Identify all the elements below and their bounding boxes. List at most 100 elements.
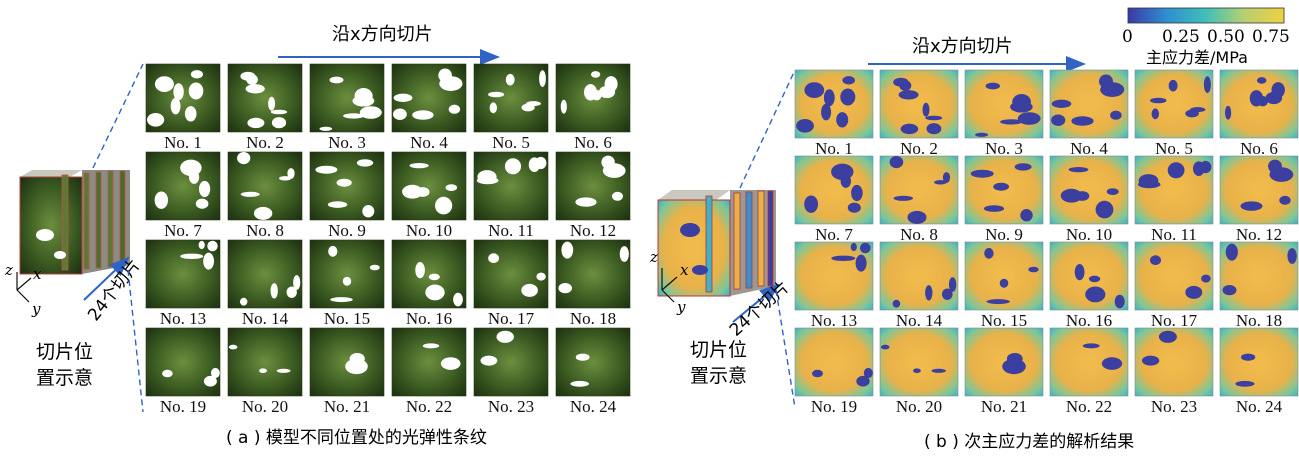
panel-b-arrow-label: 沿x方向切片 — [912, 36, 1013, 57]
panel-b-side-arrow — [732, 283, 780, 323]
tile-label-12: No. 12 — [570, 221, 616, 240]
tile-label-5: No. 5 — [492, 133, 530, 152]
tile-label-4: No. 4 — [410, 133, 448, 152]
tile-label-12: No. 12 — [1236, 225, 1282, 244]
tile-label-10: No. 10 — [406, 221, 452, 240]
tile-label-17: No. 17 — [1151, 311, 1198, 330]
tile-15: No. 15 — [309, 239, 385, 328]
tile-label-1: No. 1 — [815, 139, 853, 158]
panel-a-cube — [19, 170, 130, 275]
panel-a-axis-y: y — [31, 300, 41, 318]
tile-2: No. 2 — [879, 69, 959, 158]
panel-b-axes: z x y — [649, 248, 689, 316]
tile-label-20: No. 20 — [242, 397, 288, 416]
tile-16: No. 16 — [1049, 241, 1129, 330]
colorbar-tick-2: 0.50 — [1207, 27, 1245, 47]
tile-label-18: No. 18 — [570, 309, 616, 328]
tile-3: No. 3 — [309, 63, 385, 152]
colorbar-tick-1: 0.25 — [1162, 27, 1200, 47]
tile-label-11: No. 11 — [1151, 225, 1197, 244]
tile-9: No. 9 — [964, 155, 1044, 244]
tile-19: No. 19 — [794, 327, 874, 416]
tile-16: No. 16 — [391, 239, 467, 328]
tile-label-24: No. 24 — [1236, 397, 1283, 416]
tile-label-6: No. 6 — [574, 133, 612, 152]
tile-label-20: No. 20 — [896, 397, 942, 416]
tile-20: No. 20 — [227, 327, 303, 416]
tile-11: No. 11 — [473, 151, 549, 240]
tile-7: No. 7 — [794, 155, 874, 244]
colorbar-tick-0: 0 — [1122, 27, 1133, 47]
tile-label-14: No. 14 — [242, 309, 289, 328]
tile-4: No. 4 — [391, 63, 467, 152]
panel-b-axis-x: x — [680, 261, 689, 279]
tile-8: No. 8 — [879, 155, 959, 244]
tile-label-7: No. 7 — [815, 225, 853, 244]
tile-label-10: No. 10 — [1066, 225, 1112, 244]
tile-19: No. 19 — [145, 327, 221, 416]
panel-a-arrow-label: 沿x方向切片 — [332, 24, 433, 45]
panel-b-cube — [657, 190, 776, 297]
colorbar-label: 主应力差/MPa — [1146, 48, 1248, 67]
panel-b-caption: ( b ) 次主应力差的解析结果 — [924, 432, 1134, 452]
panel-b-cube-caption-1: 切片位 — [690, 339, 747, 361]
tile-21: No. 21 — [309, 327, 385, 416]
tile-8: No. 8 — [227, 151, 303, 240]
tile-18: No. 18 — [555, 239, 631, 328]
panel-a-dash-bottom — [127, 269, 144, 413]
tile-label-14: No. 14 — [896, 311, 943, 330]
colorbar-tick-3: 0.75 — [1252, 27, 1290, 47]
tile-label-11: No. 11 — [488, 221, 534, 240]
tile-13: No. 13 — [794, 241, 874, 330]
tile-label-21: No. 21 — [981, 397, 1027, 416]
tile-label-22: No. 22 — [1066, 397, 1112, 416]
tile-label-19: No. 19 — [160, 397, 206, 416]
tile-9: No. 9 — [309, 151, 385, 240]
tile-label-2: No. 2 — [900, 139, 938, 158]
tile-12: No. 12 — [1219, 155, 1299, 244]
panel-b-dash-top — [739, 69, 796, 189]
panel-b-axis-y: y — [676, 298, 686, 316]
tile-7: No. 7 — [145, 151, 221, 240]
tile-4: No. 4 — [1049, 69, 1129, 158]
tile-23: No. 23 — [473, 327, 549, 416]
panel-b-cube-caption-2: 置示意 — [690, 365, 747, 387]
panel-b-dash-bottom — [775, 289, 796, 409]
tile-label-15: No. 15 — [981, 311, 1027, 330]
tile-label-19: No. 19 — [811, 397, 857, 416]
tile-13: No. 13 — [145, 239, 221, 328]
tile-label-16: No. 16 — [1066, 311, 1112, 330]
tile-label-22: No. 22 — [406, 397, 452, 416]
panel-a-caption: ( a ) 模型不同位置处的光弹性条纹 — [226, 428, 487, 448]
tile-label-1: No. 1 — [164, 133, 202, 152]
tile-1: No. 1 — [794, 69, 874, 158]
tile-15: No. 15 — [964, 241, 1044, 330]
panel-a-side-arrow — [83, 256, 130, 301]
tile-17: No. 17 — [1134, 241, 1214, 330]
tile-6: No. 6 — [555, 63, 631, 152]
tile-2: No. 2 — [227, 63, 303, 152]
tile-24: No. 24 — [1219, 327, 1299, 416]
tile-label-9: No. 9 — [985, 225, 1023, 244]
tile-10: No. 10 — [391, 151, 467, 240]
tile-18: No. 18 — [1219, 241, 1299, 330]
tile-label-18: No. 18 — [1236, 311, 1282, 330]
tile-10: No. 10 — [1049, 155, 1129, 244]
tile-14: No. 14 — [227, 239, 303, 328]
panel-b-tile-grid: No. 1 No. 2 No. 3 No. 4 No. 5 No. 6 No. 7 No. 8… — [794, 69, 1299, 416]
tile-3: No. 3 — [964, 69, 1044, 158]
panel-b-axis-z: z — [649, 248, 658, 266]
tile-5: No. 5 — [1134, 69, 1214, 158]
tile-17: No. 17 — [473, 239, 549, 328]
panel-b: 沿x方向切片 0 0.25 0.50 0.75 主应力差/MPa — [649, 7, 1299, 452]
tile-22: No. 22 — [391, 327, 467, 416]
tile-label-6: No. 6 — [1240, 139, 1278, 158]
tile-5: No. 5 — [473, 63, 549, 152]
panel-a-axis-z: z — [4, 261, 13, 279]
tile-1: No. 1 — [145, 63, 221, 152]
tile-label-4: No. 4 — [1070, 139, 1108, 158]
panel-a: 沿x方向切片 z x y 24个切片 — [4, 24, 631, 448]
tile-label-13: No. 13 — [160, 309, 206, 328]
tile-label-3: No. 3 — [985, 139, 1023, 158]
panel-a-dash-top — [92, 63, 144, 169]
